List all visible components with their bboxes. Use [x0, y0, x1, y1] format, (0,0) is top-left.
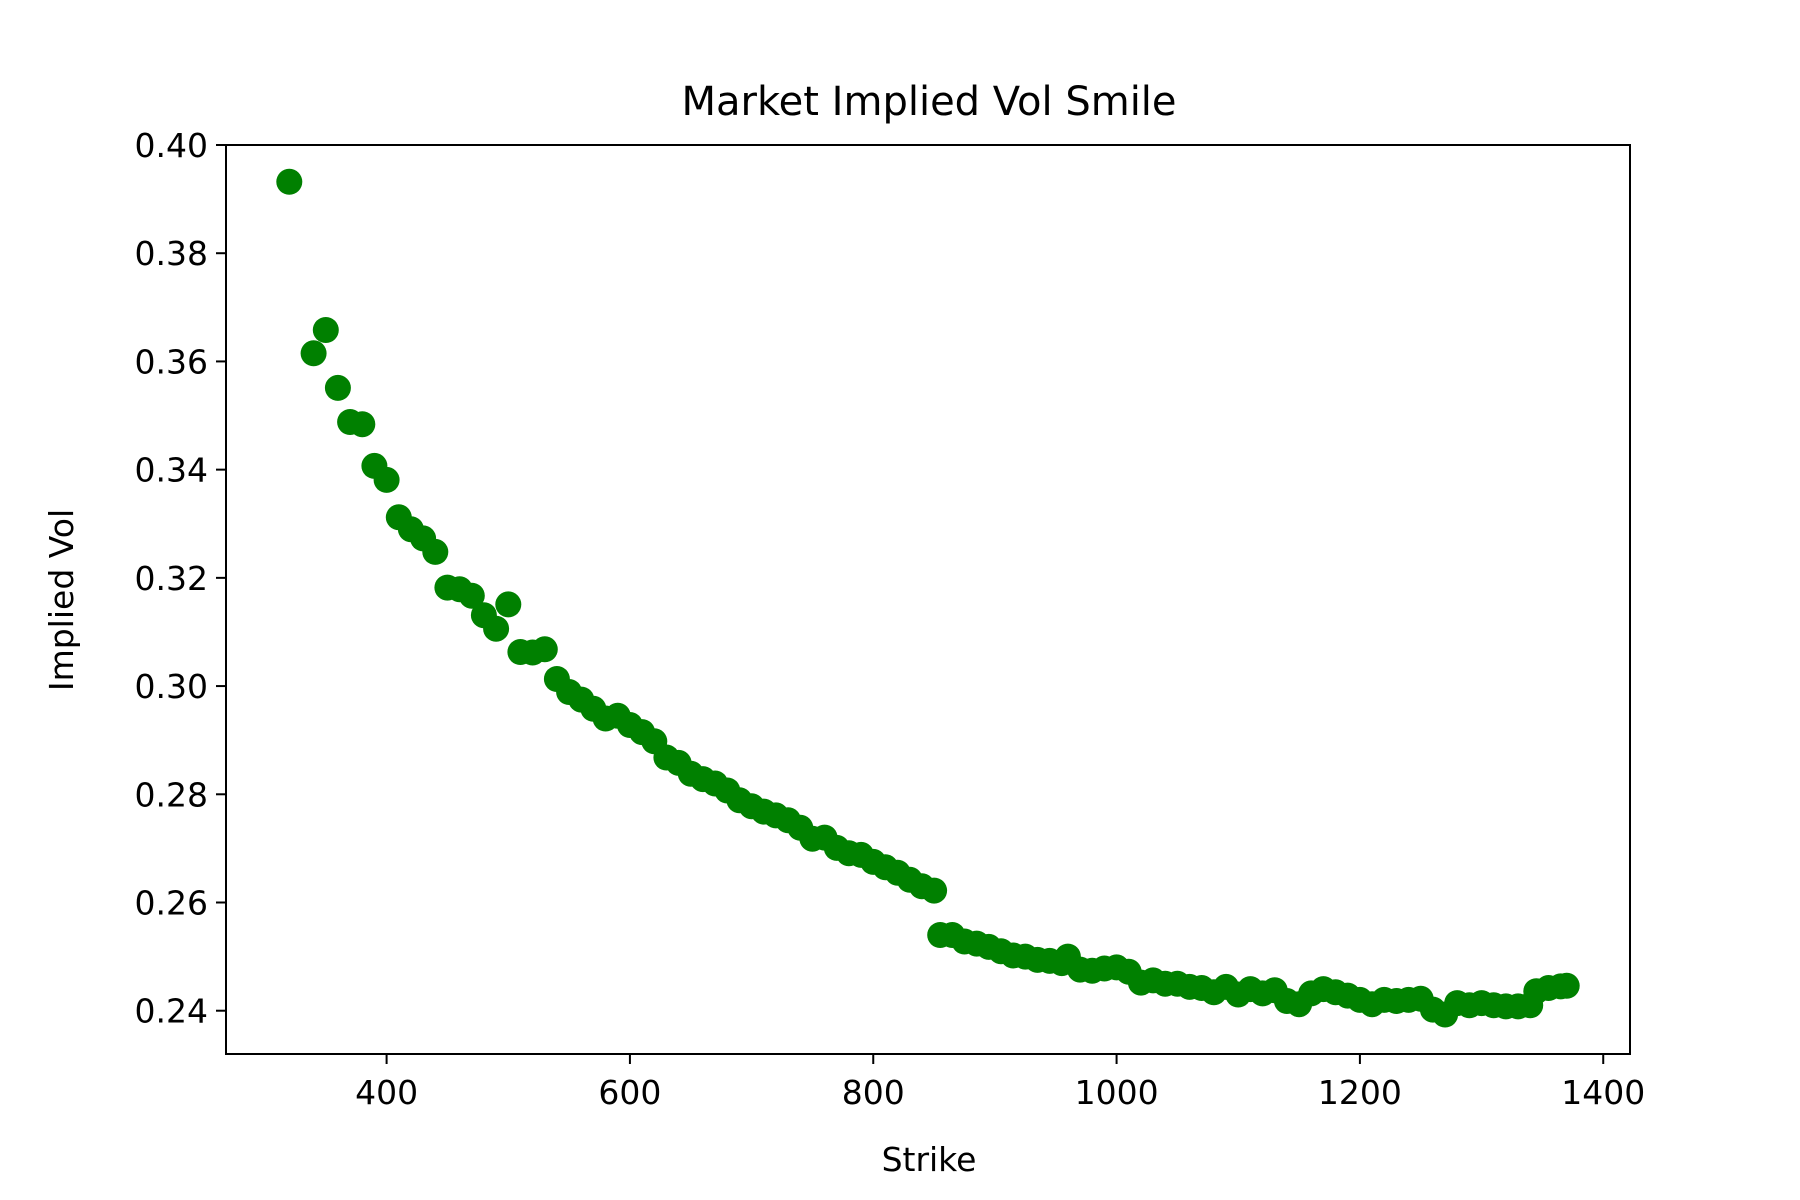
- y-tick-label: 0.32: [135, 559, 208, 598]
- y-axis-label: Implied Vol: [42, 509, 81, 691]
- data-point-20: [531, 636, 558, 663]
- y-tick-label: 0.28: [135, 775, 208, 814]
- data-point-3: [324, 374, 351, 401]
- data-points: [276, 168, 1580, 1028]
- x-tick-label: 1400: [1561, 1073, 1645, 1112]
- plot-area-frame: [225, 144, 1631, 1055]
- data-point-5: [349, 411, 376, 438]
- x-tick-label: 1200: [1318, 1073, 1402, 1112]
- x-tick-label: 600: [598, 1073, 661, 1112]
- data-point-14: [458, 582, 485, 609]
- y-tick-label: 0.26: [135, 884, 208, 923]
- chart-title: Market Implied Vol Smile: [681, 79, 1176, 125]
- data-point-106: [1553, 972, 1580, 999]
- y-tick-label: 0.38: [135, 234, 208, 273]
- data-point-0: [276, 168, 303, 195]
- data-point-7: [373, 466, 400, 493]
- y-tick-label: 0.24: [135, 992, 208, 1031]
- y-tick-label: 0.34: [135, 451, 208, 490]
- x-axis-label: Strike: [882, 1140, 977, 1179]
- x-tick-label: 800: [842, 1073, 905, 1112]
- data-point-16: [483, 615, 510, 642]
- y-tick-label: 0.40: [135, 126, 208, 165]
- x-axis-ticks: 400 600 800 1000 1200 1400: [355, 1054, 1645, 1112]
- y-tick-label: 0.36: [135, 342, 208, 381]
- data-point-52: [921, 877, 948, 904]
- data-point-11: [422, 538, 449, 565]
- y-axis-ticks: 0.24 0.26 0.28 0.30 0.32 0.34 0.36 0.38 0.40: [135, 126, 226, 1031]
- x-tick-label: 1000: [1075, 1073, 1159, 1112]
- x-tick-label: 400: [355, 1073, 418, 1112]
- data-point-2: [312, 317, 339, 343]
- data-point-1: [300, 340, 327, 367]
- data-point-17: [495, 591, 522, 618]
- y-tick-label: 0.30: [135, 667, 208, 706]
